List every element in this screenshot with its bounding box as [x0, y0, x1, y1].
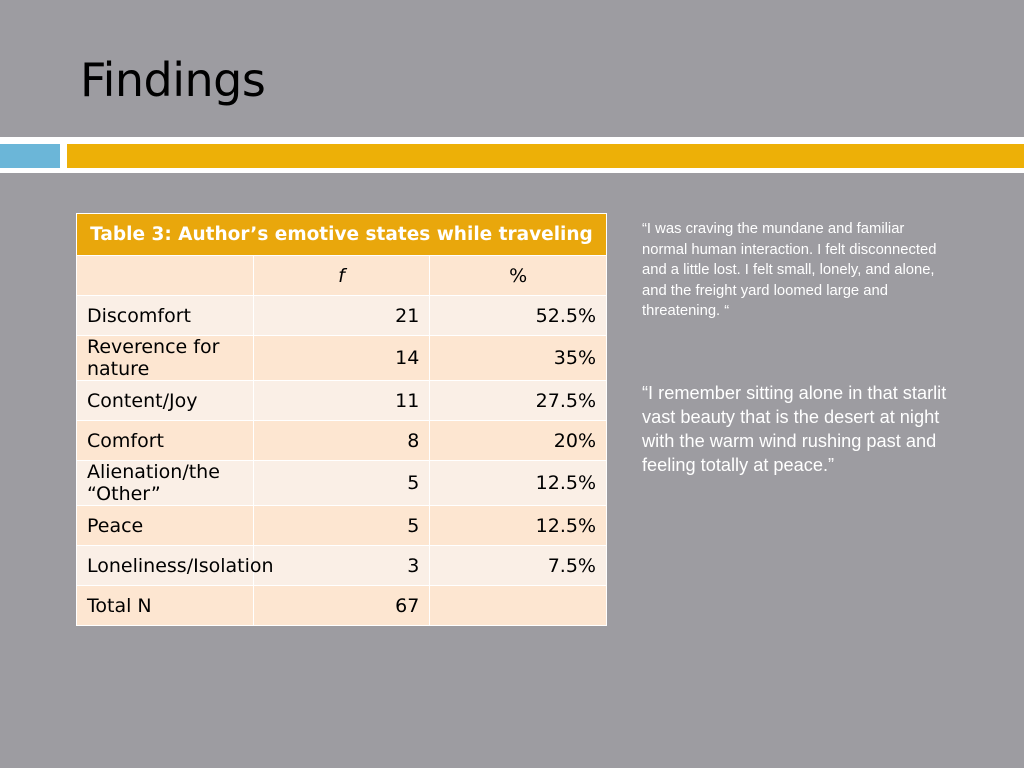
row-percent: 12.5%	[429, 505, 607, 546]
slide-title: Findings	[80, 53, 266, 107]
table-header-row: f %	[76, 255, 607, 296]
table-row: Reverence for nature 14 35%	[76, 335, 607, 381]
header-frequency-cell: f	[252, 255, 431, 296]
header-percent-cell: %	[429, 255, 607, 296]
row-label: Content/Joy	[76, 380, 254, 421]
row-label: Peace	[76, 505, 254, 546]
row-frequency: 8	[252, 420, 431, 461]
table-caption-row: Table 3: Author’s emotive states while t…	[76, 213, 607, 256]
row-label: Reverence for nature	[76, 335, 254, 381]
row-percent	[429, 585, 607, 626]
row-frequency: 5	[252, 460, 431, 506]
table-row: Loneliness/Isolation 3 7.5%	[76, 545, 607, 586]
quote-freight-yard: “I was craving the mundane and familiar …	[642, 221, 937, 319]
table-row: Comfort 8 20%	[76, 420, 607, 461]
emotive-states-table: Table 3: Author’s emotive states while t…	[76, 213, 607, 626]
row-percent: 35%	[429, 335, 607, 381]
table-row: Discomfort 21 52.5%	[76, 295, 607, 336]
row-percent: 20%	[429, 420, 607, 461]
table-caption: Table 3: Author’s emotive states while t…	[76, 213, 607, 256]
row-frequency: 3	[252, 545, 431, 586]
table-total-row: Total N 67	[76, 585, 607, 626]
row-percent: 12.5%	[429, 460, 607, 506]
row-frequency: 21	[252, 295, 431, 336]
row-label: Loneliness/Isolation	[76, 545, 274, 586]
row-frequency: 67	[252, 585, 431, 626]
row-frequency: 5	[252, 505, 431, 546]
accent-bar-blue	[0, 144, 60, 168]
header-label-cell	[76, 255, 254, 296]
quote-desert-night: “I remember sitting alone in that starli…	[642, 383, 947, 475]
table-row: Alienation/the “Other” 5 12.5%	[76, 460, 607, 506]
row-label: Discomfort	[76, 295, 254, 336]
row-label: Total N	[76, 585, 254, 626]
row-frequency: 14	[252, 335, 431, 381]
row-percent: 52.5%	[429, 295, 607, 336]
row-frequency: 11	[252, 380, 431, 421]
row-label: Alienation/the “Other”	[76, 460, 254, 506]
table-row: Content/Joy 11 27.5%	[76, 380, 607, 421]
row-percent: 27.5%	[429, 380, 607, 421]
table-row: Peace 5 12.5%	[76, 505, 607, 546]
row-percent: 7.5%	[429, 545, 607, 586]
row-label: Comfort	[76, 420, 254, 461]
accent-bar-gold	[67, 144, 1024, 168]
